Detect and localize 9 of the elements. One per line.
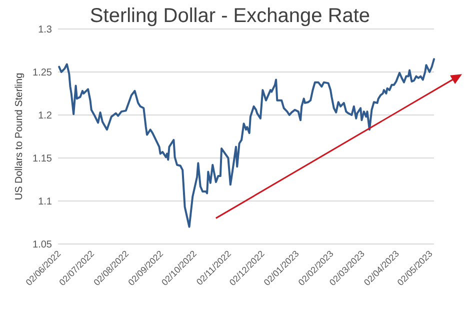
y-tick-label: 1.1 — [38, 196, 52, 208]
y-tick-label: 1.05 — [32, 240, 52, 250]
y-tick-label: 1.3 — [38, 24, 52, 36]
chart-title: Sterling Dollar - Exchange Rate — [90, 5, 370, 27]
y-tick-label: 1.15 — [32, 154, 52, 164]
y-tick-label: 1.25 — [32, 68, 52, 78]
y-axis-title: US Dollars to Pound Sterling — [14, 72, 25, 200]
y-tick-label: 1.2 — [38, 110, 52, 122]
line-series — [58, 58, 435, 228]
